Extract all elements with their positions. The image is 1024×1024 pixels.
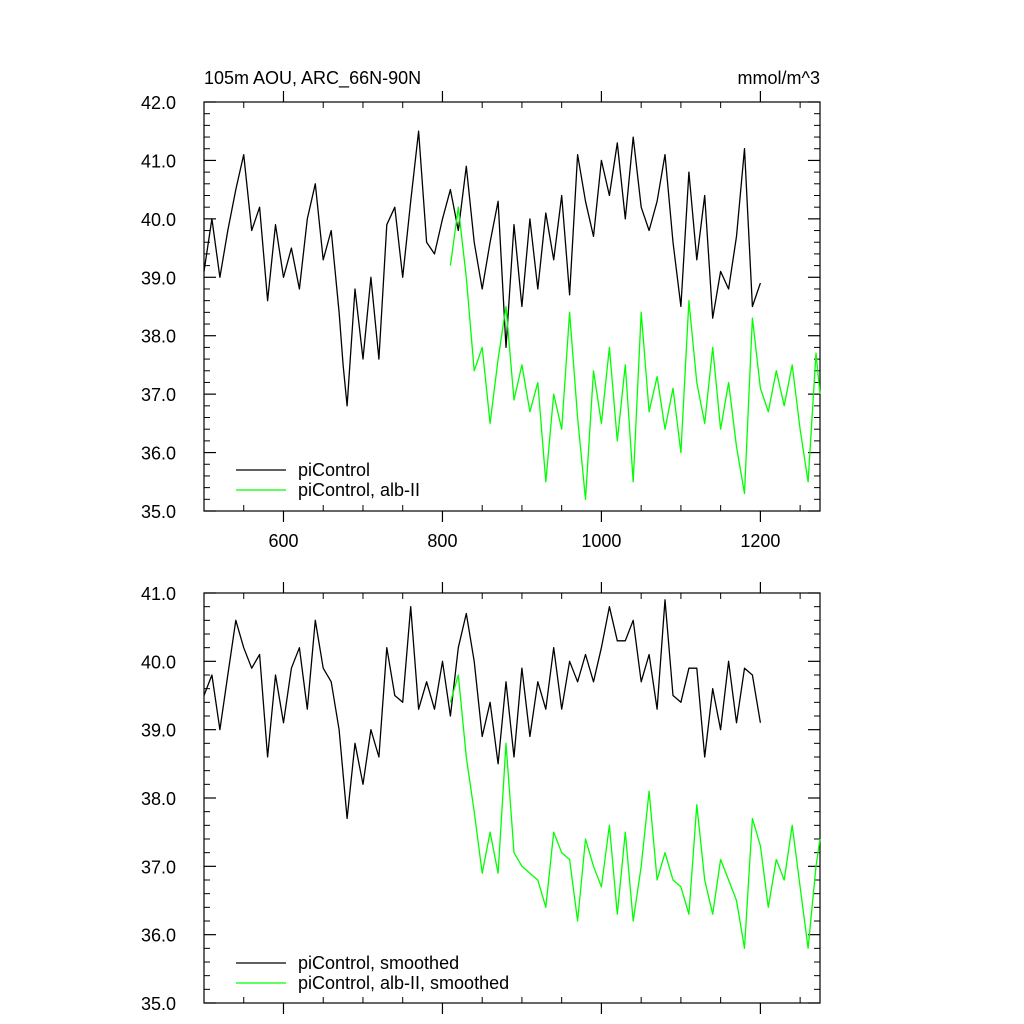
y-tick-label: 35.0	[141, 502, 176, 522]
y-tick-label: 37.0	[141, 385, 176, 405]
series-line-picontrol-alb-ii-smoothed	[449, 674, 821, 949]
series-layer	[203, 599, 821, 949]
y-tick-label: 41.0	[141, 151, 176, 171]
chart-title: 105m AOU, ARC_66N-90N	[204, 68, 421, 89]
y-tick-label: 41.0	[141, 584, 176, 604]
series-line-picontrol-smoothed	[203, 599, 762, 820]
x-tick-label: 1000	[581, 531, 621, 551]
legend-label-picontrol: piControl	[298, 460, 370, 480]
legend-label-alb-ii: piControl, alb-II	[298, 480, 420, 500]
legend: piControl, smoothed piControl, alb-II, s…	[236, 953, 509, 993]
units-label: mmol/m^3	[738, 68, 820, 88]
y-tick-label: 37.0	[141, 857, 176, 877]
axis-ticks: 35.0 36.0 37.0 38.0 39.0 40.0 41.0	[141, 582, 820, 1014]
y-tick-label: 42.0	[141, 93, 176, 113]
y-tick-label: 40.0	[141, 210, 176, 230]
bottom-panel: 35.0 36.0 37.0 38.0 39.0 40.0 41.0 piControl, …	[141, 582, 821, 1014]
plot-frame	[203, 101, 821, 512]
y-tick-label: 39.0	[141, 268, 176, 288]
y-tick-label: 36.0	[141, 926, 176, 946]
y-tick-label: 38.0	[141, 327, 176, 347]
legend: piControl piControl, alb-II	[236, 460, 420, 500]
legend-label-picontrol-smoothed: piControl, smoothed	[298, 953, 459, 973]
x-tick-label: 1200	[740, 531, 780, 551]
series-line-picontrol	[203, 130, 762, 407]
x-tick-label: 800	[427, 531, 457, 551]
y-tick-label: 38.0	[141, 789, 176, 809]
y-tick-label: 35.0	[141, 994, 176, 1014]
top-panel: 105m AOU, ARC_66N-90N mmol/m^3 600 800 100…	[141, 68, 821, 551]
series-layer	[203, 130, 821, 500]
y-tick-label: 39.0	[141, 721, 176, 741]
x-tick-label: 600	[268, 531, 298, 551]
y-tick-label: 36.0	[141, 444, 176, 464]
axis-ticks: 600 800 1000 1200 35.0 36.0 37.0 38.0 39.0 40.0 41…	[141, 91, 820, 551]
y-tick-label: 40.0	[141, 652, 176, 672]
series-line-picontrol-alb-ii	[449, 206, 821, 500]
legend-label-alb-ii-smoothed: piControl, alb-II, smoothed	[298, 973, 509, 993]
